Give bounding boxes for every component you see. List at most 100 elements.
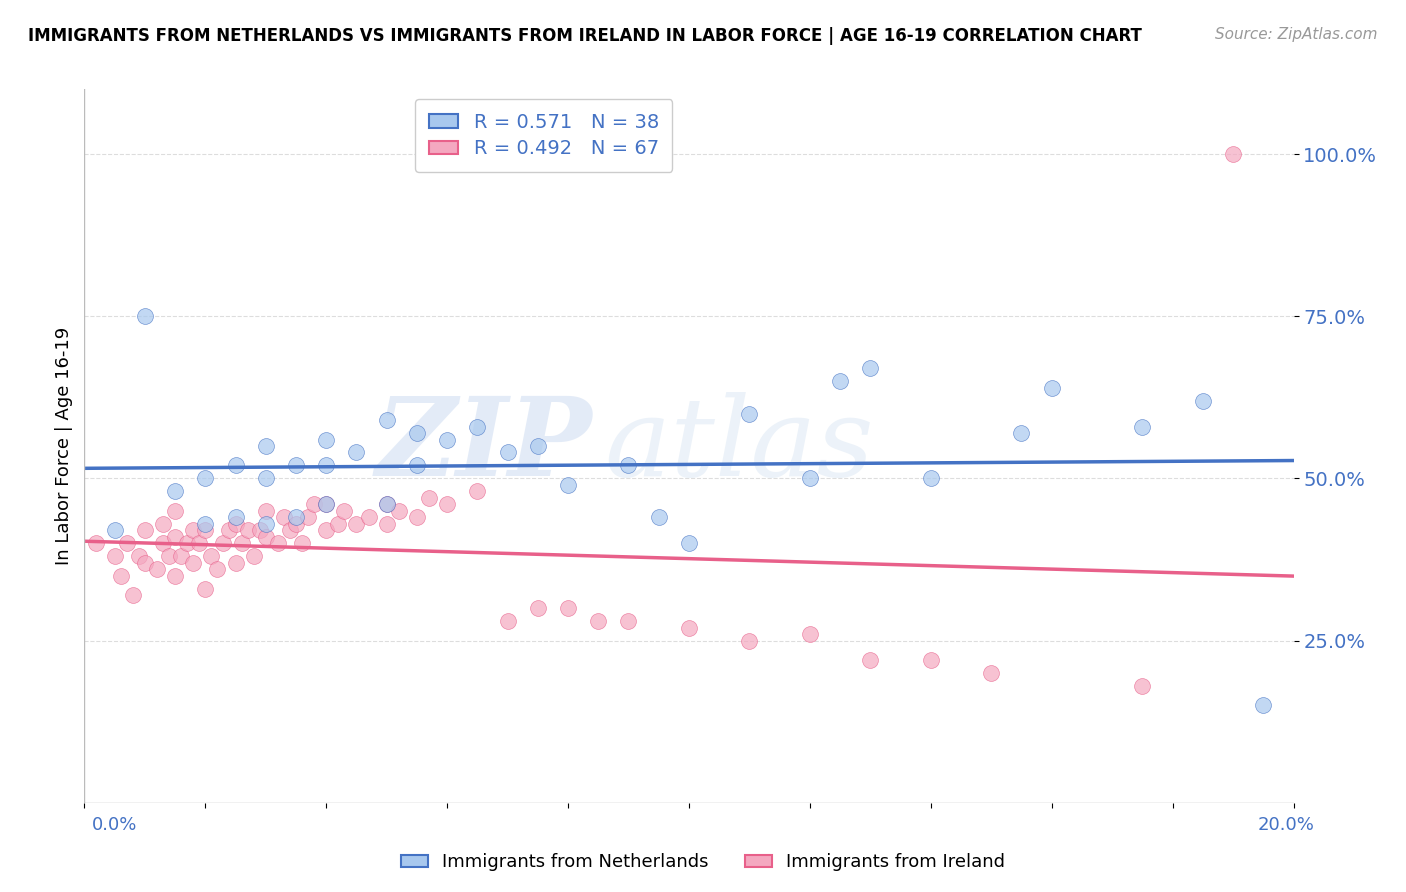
Legend: R = 0.571   N = 38, R = 0.492   N = 67: R = 0.571 N = 38, R = 0.492 N = 67	[415, 99, 672, 172]
Point	[267, 536, 290, 550]
Point	[496, 445, 519, 459]
Point	[738, 633, 761, 648]
Point	[557, 478, 579, 492]
Point	[110, 568, 132, 582]
Point	[194, 471, 217, 485]
Point	[1130, 419, 1153, 434]
Text: 20.0%: 20.0%	[1258, 816, 1315, 834]
Point	[406, 458, 429, 473]
Point	[194, 582, 217, 596]
Point	[436, 433, 458, 447]
Point	[225, 556, 247, 570]
Point	[678, 621, 700, 635]
Point	[1192, 393, 1215, 408]
Point	[152, 536, 174, 550]
Point	[231, 536, 253, 550]
Point	[388, 504, 411, 518]
Point	[104, 524, 127, 538]
Point	[557, 601, 579, 615]
Point	[157, 549, 180, 564]
Point	[375, 413, 398, 427]
Point	[496, 614, 519, 628]
Point	[406, 510, 429, 524]
Point	[225, 458, 247, 473]
Point	[291, 536, 314, 550]
Point	[152, 516, 174, 531]
Point	[218, 524, 240, 538]
Point	[980, 666, 1002, 681]
Point	[799, 627, 821, 641]
Point	[328, 516, 350, 531]
Point	[115, 536, 138, 550]
Point	[146, 562, 169, 576]
Point	[170, 549, 193, 564]
Point	[165, 504, 187, 518]
Point	[1130, 679, 1153, 693]
Point	[249, 524, 271, 538]
Y-axis label: In Labor Force | Age 16-19: In Labor Force | Age 16-19	[55, 326, 73, 566]
Point	[104, 549, 127, 564]
Point	[920, 653, 942, 667]
Point	[225, 516, 247, 531]
Point	[302, 497, 325, 511]
Point	[357, 510, 380, 524]
Point	[188, 536, 211, 550]
Point	[527, 439, 550, 453]
Point	[375, 516, 398, 531]
Point	[648, 510, 671, 524]
Point	[315, 524, 337, 538]
Point	[194, 524, 217, 538]
Point	[315, 433, 337, 447]
Text: Source: ZipAtlas.com: Source: ZipAtlas.com	[1215, 27, 1378, 42]
Point	[212, 536, 235, 550]
Point	[128, 549, 150, 564]
Point	[333, 504, 356, 518]
Point	[194, 516, 217, 531]
Point	[588, 614, 610, 628]
Point	[1253, 698, 1275, 713]
Point	[254, 530, 277, 544]
Point	[254, 439, 277, 453]
Point	[273, 510, 295, 524]
Point	[165, 484, 187, 499]
Point	[297, 510, 319, 524]
Point	[181, 524, 204, 538]
Point	[285, 510, 308, 524]
Point	[467, 419, 489, 434]
Point	[315, 497, 337, 511]
Point	[617, 458, 640, 473]
Point	[738, 407, 761, 421]
Point	[346, 445, 368, 459]
Point	[254, 516, 277, 531]
Point	[200, 549, 222, 564]
Point	[375, 497, 398, 511]
Point	[830, 374, 852, 388]
Point	[799, 471, 821, 485]
Point	[467, 484, 489, 499]
Point	[920, 471, 942, 485]
Point	[254, 504, 277, 518]
Point	[278, 524, 301, 538]
Point	[242, 549, 264, 564]
Text: 0.0%: 0.0%	[91, 816, 136, 834]
Point	[121, 588, 143, 602]
Point	[315, 497, 337, 511]
Text: atlas: atlas	[605, 392, 875, 500]
Point	[346, 516, 368, 531]
Point	[225, 510, 247, 524]
Point	[527, 601, 550, 615]
Point	[86, 536, 108, 550]
Point	[436, 497, 458, 511]
Text: ZIP: ZIP	[375, 392, 592, 500]
Point	[165, 568, 187, 582]
Point	[859, 653, 882, 667]
Point	[406, 425, 429, 440]
Point	[254, 471, 277, 485]
Point	[134, 556, 156, 570]
Text: IMMIGRANTS FROM NETHERLANDS VS IMMIGRANTS FROM IRELAND IN LABOR FORCE | AGE 16-1: IMMIGRANTS FROM NETHERLANDS VS IMMIGRANT…	[28, 27, 1142, 45]
Point	[285, 458, 308, 473]
Point	[134, 524, 156, 538]
Legend: Immigrants from Netherlands, Immigrants from Ireland: Immigrants from Netherlands, Immigrants …	[394, 847, 1012, 879]
Point	[236, 524, 259, 538]
Point	[418, 491, 440, 505]
